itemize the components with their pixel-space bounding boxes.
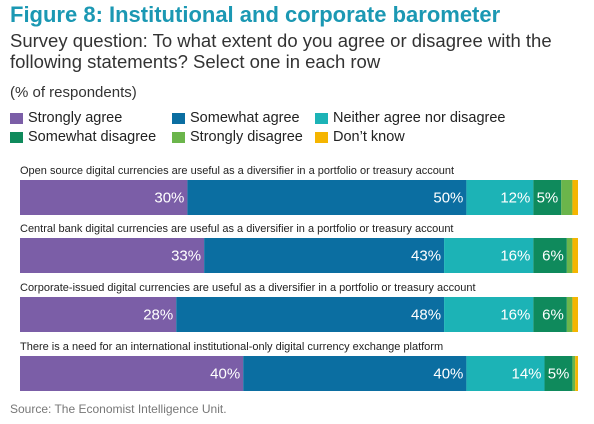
chart-subtitle: Survey question: To what extent do you a… <box>10 30 552 72</box>
bar-segment <box>444 297 534 332</box>
bar-segment <box>176 297 445 332</box>
legend-swatch <box>10 131 23 143</box>
bar-segment <box>533 297 567 332</box>
legend-item: Somewhat disagree <box>10 129 156 145</box>
bar-segment <box>533 238 567 273</box>
category-label: There is a need for an international ins… <box>20 341 443 353</box>
legend-swatch <box>172 131 185 143</box>
bar-segment <box>466 356 545 391</box>
legend-item: Strongly agree <box>10 110 122 126</box>
legend-label: Strongly agree <box>28 110 123 126</box>
bar-segment <box>561 180 573 215</box>
chart-title: Figure 8: Institutional and corporate ba… <box>10 2 501 27</box>
value-label: 5% <box>548 365 570 382</box>
value-label: 40% <box>210 365 240 382</box>
value-label: 33% <box>171 247 201 264</box>
bar-segment <box>575 356 578 391</box>
bar-segment <box>20 356 244 391</box>
value-label: 5% <box>537 189 559 206</box>
value-label: 6% <box>542 306 564 323</box>
legend-item: Somewhat agree <box>172 110 300 126</box>
value-label: 30% <box>154 189 184 206</box>
bar-segment <box>20 180 188 215</box>
value-label: 43% <box>411 247 441 264</box>
bar-segment <box>566 297 573 332</box>
value-label: 50% <box>433 189 463 206</box>
bar-segment <box>572 238 578 273</box>
category-label: Corporate-issued digital currencies are … <box>20 282 476 294</box>
value-label: 6% <box>542 247 564 264</box>
value-label: 28% <box>143 306 173 323</box>
value-label: 12% <box>500 189 530 206</box>
legend-label: Neither agree nor disagree <box>333 110 506 126</box>
bar-segment <box>572 180 578 215</box>
source-note: Source: The Economist Intelligence Unit. <box>10 402 227 416</box>
value-label: 14% <box>511 365 541 382</box>
bar-segment <box>533 180 562 215</box>
legend-swatch <box>315 112 328 124</box>
legend-label: Strongly disagree <box>190 129 303 145</box>
bar-segment <box>20 297 177 332</box>
legend-label: Don’t know <box>333 129 405 145</box>
value-label: 40% <box>433 365 463 382</box>
legend-swatch <box>315 131 328 143</box>
bar-segment <box>566 238 573 273</box>
legend-item: Don’t know <box>315 129 405 145</box>
legend-label: Somewhat agree <box>190 110 300 126</box>
bar-segment <box>544 356 573 391</box>
unit-note: (% of respondents) <box>10 84 137 101</box>
value-label: 16% <box>500 306 530 323</box>
bar-segment <box>204 238 445 273</box>
bar-segment <box>20 238 205 273</box>
value-label: 16% <box>500 247 530 264</box>
bar-segment <box>572 356 576 391</box>
bar-segment <box>572 297 578 332</box>
bar-segment <box>187 180 467 215</box>
bar-segment <box>466 180 534 215</box>
legend-label: Somewhat disagree <box>28 129 157 145</box>
legend-item: Strongly disagree <box>172 129 303 145</box>
bar-segment <box>243 356 467 391</box>
bar-segment <box>444 238 534 273</box>
category-label: Open source digital currencies are usefu… <box>20 165 454 177</box>
legend-swatch <box>10 112 23 124</box>
legend-item: Neither agree nor disagree <box>315 110 506 126</box>
category-label: Central bank digital currencies are usef… <box>20 223 454 235</box>
value-label: 48% <box>411 306 441 323</box>
legend-swatch <box>172 112 185 124</box>
